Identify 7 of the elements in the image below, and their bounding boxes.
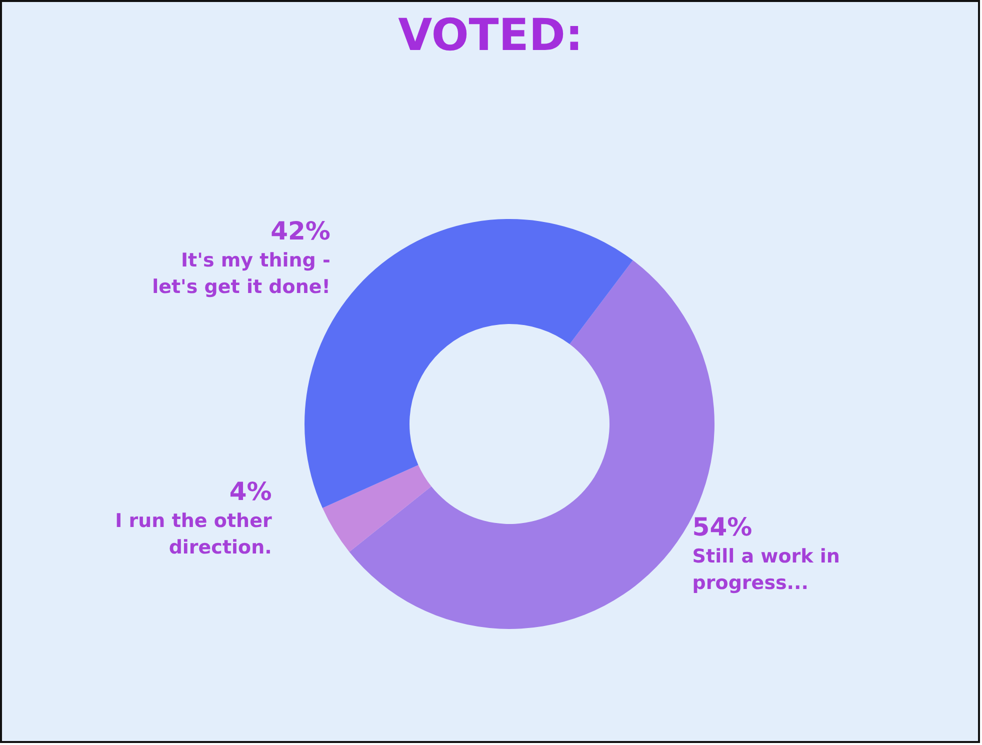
- data-label: 54%: [692, 512, 752, 542]
- data-label: 4%: [229, 477, 272, 506]
- slice-label: Still a work in progress...: [692, 545, 840, 594]
- chart-title: VOTED:: [398, 10, 583, 61]
- data-label: 42%: [270, 216, 330, 246]
- slice-label: I run the other direction.: [115, 510, 272, 559]
- slice-label: It's my thing - let's get it done!: [152, 250, 330, 298]
